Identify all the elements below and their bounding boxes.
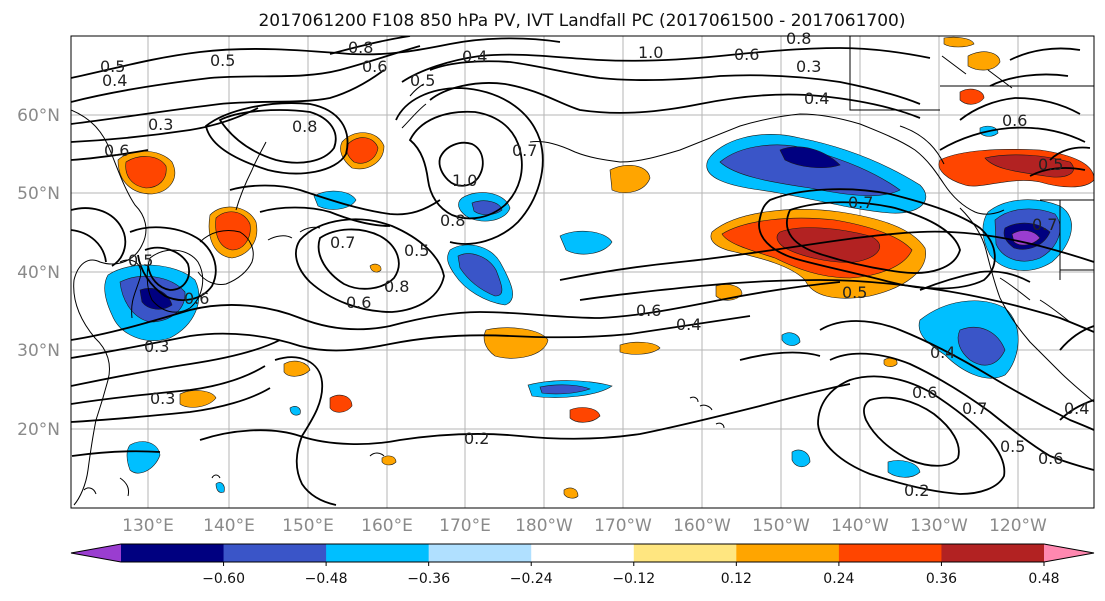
- latitude-tick-labels: 60°N 50°N 40°N 30°N 20°N: [17, 106, 60, 440]
- negative-anomaly-patch: [706, 134, 927, 214]
- colorbar-swatch: [941, 544, 1045, 562]
- colorbar-tick-label: −0.12: [612, 571, 655, 587]
- lon-tick-label: 130°W: [910, 516, 968, 536]
- lon-tick-label: 170°W: [594, 516, 652, 536]
- contour-label: 0.6: [1002, 111, 1027, 130]
- colorbar-extend-min: [71, 544, 121, 562]
- colorbar-swatch: [531, 544, 635, 562]
- lon-tick-label: 160°W: [673, 516, 731, 536]
- longitude-tick-labels: 130°E 140°E 150°E 160°E 170°E 180°W 170°…: [122, 516, 1047, 536]
- contour-label: 0.5: [1038, 155, 1063, 174]
- negative-anomaly-patch: [918, 300, 1019, 379]
- contour-label: 0.7: [1032, 215, 1057, 234]
- contour-label: 0.6: [346, 293, 371, 312]
- colorbar-tick-label: −0.48: [305, 571, 348, 587]
- colorbar-outline: [70, 543, 1095, 563]
- contour-label: 0.5: [404, 241, 429, 260]
- contour-label: 0.2: [904, 481, 929, 500]
- contour-label: 0.3: [796, 57, 821, 76]
- negative-anomaly-patch: [458, 192, 511, 222]
- map-frame: [70, 35, 1095, 509]
- contour-label: 0.8: [384, 277, 409, 296]
- lon-tick-label: 130°E: [122, 516, 174, 536]
- contour-label: 0.3: [148, 115, 173, 134]
- contour-label: 0.4: [930, 343, 955, 362]
- coastlines: [71, 36, 1094, 506]
- contour-label: 1.0: [638, 43, 663, 62]
- negative-anomaly-patch: [982, 199, 1072, 271]
- contour-label: 0.8: [786, 29, 811, 48]
- contour-label: 0.4: [462, 47, 487, 66]
- contour-label: 0.4: [676, 315, 701, 334]
- contour-label: 0.3: [144, 337, 169, 356]
- colorbar-tick-label: 0.48: [1028, 571, 1059, 587]
- positive-anomaly-patch: [710, 209, 926, 299]
- contour-label: 0.6: [734, 45, 759, 64]
- colorbar-tick-label: 0.12: [721, 571, 752, 587]
- lon-tick-label: 180°W: [515, 516, 573, 536]
- contour-label: 0.8: [440, 211, 465, 230]
- colorbar-tick-label: −0.60: [202, 571, 245, 587]
- colorbar-extend-max: [1044, 544, 1094, 562]
- contour-label: 0.6: [362, 57, 387, 76]
- colorbar-swatch: [736, 544, 840, 562]
- contour-label: 0.6: [104, 141, 129, 160]
- colorbar-swatch: [326, 544, 430, 562]
- colorbar-swatch: [121, 544, 225, 562]
- pv-contours: [71, 36, 1094, 506]
- contour-label: 0.5: [1000, 437, 1025, 456]
- positive-anomaly-patch: [340, 132, 385, 170]
- negative-anomaly-patch: [447, 244, 513, 306]
- contour-label: 0.3: [150, 389, 175, 408]
- colorbar-tick-label: −0.24: [510, 571, 553, 587]
- map-panel: 0.5 0.8 0.6 0.4 0.3 0.5 0.4 1.0 0.6 0.8 …: [70, 29, 1095, 509]
- colorbar-swatch: [428, 544, 532, 562]
- colorbar-swatch: [838, 544, 942, 562]
- colorbar-tick-label: 0.24: [823, 571, 854, 587]
- lon-tick-label: 170°E: [439, 516, 491, 536]
- colorbar-swatch: [633, 544, 737, 562]
- lon-tick-label: 140°E: [203, 516, 255, 536]
- contour-label: 0.6: [1038, 449, 1063, 468]
- contour-label: 0.7: [848, 193, 873, 212]
- contour-label: 0.6: [184, 289, 209, 308]
- colorbar-swatch: [223, 544, 327, 562]
- contour-label: 0.7: [512, 141, 537, 160]
- positive-anomaly-patch: [117, 150, 176, 195]
- lat-tick-label: 50°N: [17, 184, 60, 204]
- lat-tick-label: 30°N: [17, 341, 60, 361]
- lon-tick-label: 120°W: [989, 516, 1047, 536]
- contour-label: 0.4: [804, 89, 829, 108]
- contour-label: 0.8: [292, 117, 317, 136]
- contour-label: 0.6: [912, 383, 937, 402]
- lat-tick-label: 40°N: [17, 263, 60, 283]
- contour-label: 0.5: [128, 251, 153, 270]
- contour-label: 0.5: [210, 51, 235, 70]
- colorbar: −0.60 −0.48 −0.36 −0.24 −0.12 0.12 0.24 0.36 0.4…: [70, 543, 1095, 587]
- positive-anomaly-patch: [938, 149, 1094, 188]
- contour-label: 0.5: [100, 57, 125, 76]
- contour-label: 1.0: [452, 171, 477, 190]
- lat-tick-label: 20°N: [17, 420, 60, 440]
- lon-tick-label: 150°W: [752, 516, 810, 536]
- contour-label: 0.6: [636, 301, 661, 320]
- map-title: 2017061200 F108 850 hPa PV, IVT Landfall…: [258, 11, 905, 31]
- contour-label: 0.7: [330, 233, 355, 252]
- lon-tick-label: 160°E: [361, 516, 413, 536]
- contour-label: 0.5: [410, 71, 435, 90]
- contour-label: 0.8: [348, 38, 373, 57]
- contour-label: 0.2: [464, 429, 489, 448]
- lon-tick-label: 150°E: [282, 516, 334, 536]
- contour-label: 0.7: [962, 399, 987, 418]
- lat-tick-label: 60°N: [17, 106, 60, 126]
- contour-label: 0.4: [1064, 399, 1089, 418]
- lon-tick-label: 140°W: [831, 516, 889, 536]
- contour-labels: 0.5 0.8 0.6 0.4 0.3 0.5 0.4 1.0 0.6 0.8 …: [100, 29, 1089, 500]
- colorbar-tick-label: −0.36: [407, 571, 450, 587]
- negative-anomaly-patch: [126, 125, 999, 493]
- contour-label: 0.5: [842, 283, 867, 302]
- colorbar-tick-label: 0.36: [926, 571, 957, 587]
- contour-label: 0.4: [102, 71, 127, 90]
